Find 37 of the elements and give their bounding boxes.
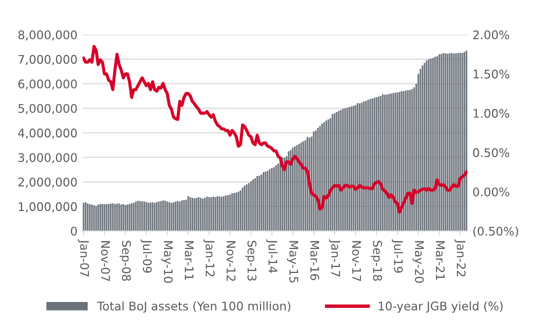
- x-tick-label: Nov-17: [352, 241, 361, 282]
- y2-tick-label: (0.50%): [473, 226, 518, 238]
- y-tick-label: 3,000,000: [18, 153, 77, 164]
- x-tick-label: Jul-14: [266, 239, 278, 273]
- y-tick-label: 1,000,000: [18, 202, 77, 212]
- y-tick-label: 5,000,000: [18, 104, 77, 114]
- y-tick-label: 4,000,000: [18, 128, 77, 139]
- y-tick-label: 6,000,000: [18, 79, 77, 90]
- y-tick-label: 7,000,000: [18, 54, 77, 66]
- y2-tick-label: 2.00%: [473, 30, 510, 40]
- x-tick-label: Jul-19: [392, 239, 404, 273]
- x-tick-label: Mar-21: [436, 241, 445, 280]
- y2-tick-label: 1.50%: [474, 70, 510, 79]
- x-tick-label: Mar-11: [184, 241, 194, 280]
- legend-label: Total BoJ assets (Yen 100 million): [97, 301, 290, 313]
- x-tick-label: Jan-22: [454, 239, 466, 276]
- y-tick-label: 0: [70, 226, 77, 236]
- x-tick-label: Jan-17: [329, 239, 340, 276]
- legend-label: 10-year JGB yield (%): [378, 301, 503, 313]
- x-tick-label: Jan-12: [203, 239, 215, 276]
- x-tick-label: Jan-07: [78, 239, 90, 276]
- x-tick-label: May-20: [412, 241, 424, 283]
- y2-tick-label: 0.50%: [473, 148, 510, 158]
- y-tick-label: 2,000,000: [18, 178, 77, 188]
- line-series: [82, 44, 468, 214]
- x-tick-label: Mar-16: [310, 241, 320, 280]
- x-tick-label: Sep-18: [370, 240, 382, 281]
- x-tick-label: Sep-13: [245, 240, 256, 281]
- x-tick-label: Sep-08: [120, 240, 131, 281]
- x-tick-label: Jul-09: [140, 239, 152, 273]
- x-tick-label: Nov-07: [101, 241, 110, 282]
- y2-tick-label: 1.00%: [474, 108, 510, 118]
- y-tick-label: 8,000,000: [18, 30, 77, 41]
- x-tick-label: May-15: [287, 241, 298, 282]
- y2-tick-label: 0.00%: [473, 187, 510, 196]
- x-tick-label: Nov-12: [226, 241, 236, 281]
- x-tick-label: May-10: [162, 241, 173, 283]
